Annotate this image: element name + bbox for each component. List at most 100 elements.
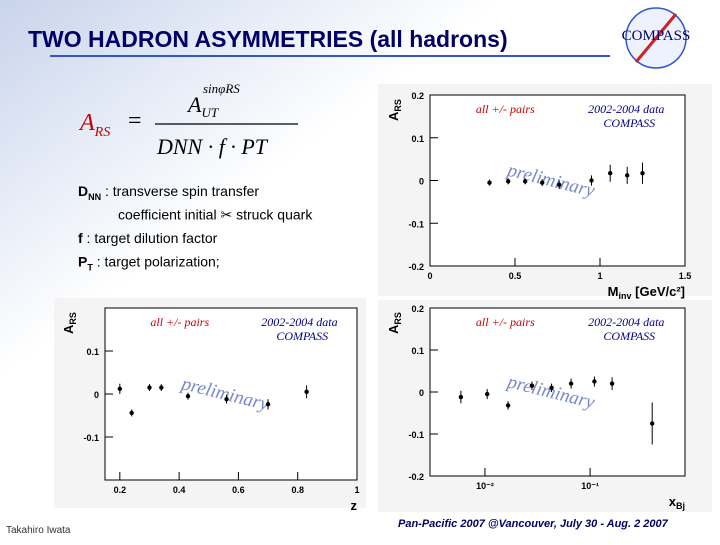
x-axis-label-unit: [GeV/c²] [632, 284, 685, 299]
annotation: COMPASS [603, 116, 655, 130]
y-tick-label: 0 [419, 388, 424, 398]
data-point [592, 379, 597, 384]
data-point [506, 179, 511, 184]
y-tick-label: 0.1 [86, 347, 99, 357]
x-axis-label: xBj [669, 494, 685, 511]
x-tick-label: 0.2 [114, 485, 127, 495]
data-point [523, 179, 528, 184]
formula-den: DNN · f · PT [156, 134, 269, 159]
data-point [529, 383, 535, 388]
formula-num-sub: UT [201, 105, 218, 120]
formula-lhs-main: A [78, 110, 95, 136]
y-tick-label: 0.2 [411, 91, 424, 101]
definition-sub: NN [88, 192, 101, 202]
x-tick-label: 1.5 [679, 271, 692, 281]
formula-lhs: ARS [78, 110, 110, 140]
conference: Pan-Pacific 2007 @Vancouver, July 30 - A… [398, 518, 669, 530]
formula-num-main: A [186, 92, 202, 117]
x-axis-label-sub: Bj [676, 501, 685, 511]
data-point [159, 385, 164, 390]
data-point [487, 180, 492, 185]
definition-symbol: D [78, 183, 88, 199]
y-axis-label-sub: RS [393, 312, 403, 325]
annotation: all +/- pairs [150, 315, 209, 329]
data-point [608, 171, 613, 176]
chart: -0.2 -0.1 0 0.1 0.2 0 0.5 1 1.5 ARS Minv [GeV/c²] a… [378, 84, 712, 301]
y-axis-label: ARS [61, 312, 78, 334]
y-axis-label-sub: RS [68, 312, 78, 325]
definition: PT : target polarization; [78, 254, 220, 273]
y-axis-label-sub: RS [393, 99, 403, 112]
annotation: all +/- pairs [476, 102, 535, 116]
y-axis-label: ARS [386, 99, 403, 121]
y-axis-label-main: A [61, 324, 76, 334]
data-point [609, 381, 615, 386]
definition-symbol: P [78, 254, 87, 270]
x-tick-label: 0.8 [291, 485, 304, 495]
x-tick-label: 0.5 [509, 271, 522, 281]
formula-num: AUT [186, 92, 219, 120]
x-tick-label: 1 [597, 271, 602, 281]
annotation: 2002-2004 data [588, 315, 664, 329]
logo-needle [634, 13, 678, 63]
y-axis-label-main: A [386, 324, 401, 334]
x-tick-label: 0.4 [173, 485, 186, 495]
plot-area [104, 307, 358, 481]
annotation: COMPASS [276, 329, 328, 343]
definition-text: : target dilution factor [83, 230, 218, 246]
y-axis-label-main: A [386, 111, 401, 121]
data-point [265, 402, 271, 407]
data-point [589, 178, 594, 183]
y-axis-label: ARS [386, 312, 403, 334]
y-tick-label: -0.2 [408, 472, 424, 482]
x-axis-label: z [351, 498, 358, 513]
definition: DNN : transverse spin transfer [78, 183, 259, 202]
data-point [625, 173, 630, 178]
definition-text: coefficient initial ✂ struck quark [118, 207, 313, 223]
y-tick-label: -0.1 [83, 433, 99, 443]
x-axis-label-main: M [608, 284, 619, 299]
x-axis-label-sub: inv [619, 291, 632, 301]
x-tick-label: 10⁻¹ [581, 481, 599, 491]
data-point [650, 421, 655, 426]
y-tick-label: 0 [419, 177, 424, 187]
data-point [224, 396, 229, 402]
chart: -0.2 -0.1 0 0.1 0.2 10⁻² 10⁻¹ ARS xBj all +/- pai… [378, 300, 712, 512]
logo: COMPASS [622, 7, 691, 69]
y-tick-label: 0.1 [411, 134, 424, 144]
definitions: DNN : transverse spin transfer coefficien… [78, 183, 313, 273]
data-point [484, 391, 490, 397]
data-point [129, 410, 134, 416]
y-tick-label: -0.2 [408, 262, 424, 272]
definition: f : target dilution factor [78, 230, 218, 246]
data-point [540, 180, 545, 185]
formula: ARS = AUT sinφRS DNN · f · PT [78, 81, 298, 159]
author: Takahiro Iwata [6, 525, 71, 536]
definition: coefficient initial ✂ struck quark [118, 207, 313, 223]
x-axis-label-main: z [351, 498, 358, 513]
data-point [549, 385, 554, 390]
x-axis-label: Minv [GeV/c²] [608, 284, 685, 301]
y-tick-label: 0 [94, 390, 99, 400]
annotation: 2002-2004 data [588, 102, 664, 116]
logo-text: COMPASS [622, 28, 691, 44]
annotation: 2002-2004 data [261, 315, 337, 329]
x-tick-label: 0 [427, 271, 432, 281]
data-point [117, 386, 123, 392]
y-tick-label: -0.1 [408, 219, 424, 229]
data-point [640, 171, 645, 176]
formula-lhs-sub: RS [94, 125, 111, 140]
data-point [557, 182, 562, 187]
y-tick-label: -0.1 [408, 430, 424, 440]
data-point [568, 381, 574, 386]
definition-text: : target polarization; [93, 254, 220, 270]
y-tick-label: 0.2 [411, 304, 424, 314]
slide-title: TWO HADRON ASYMMETRIES (all hadrons) [28, 26, 508, 52]
x-tick-label: 1 [354, 485, 359, 495]
data-point [304, 389, 309, 395]
y-tick-label: 0.1 [411, 346, 424, 356]
formula-eq: = [128, 108, 142, 134]
x-tick-label: 0.6 [232, 485, 245, 495]
